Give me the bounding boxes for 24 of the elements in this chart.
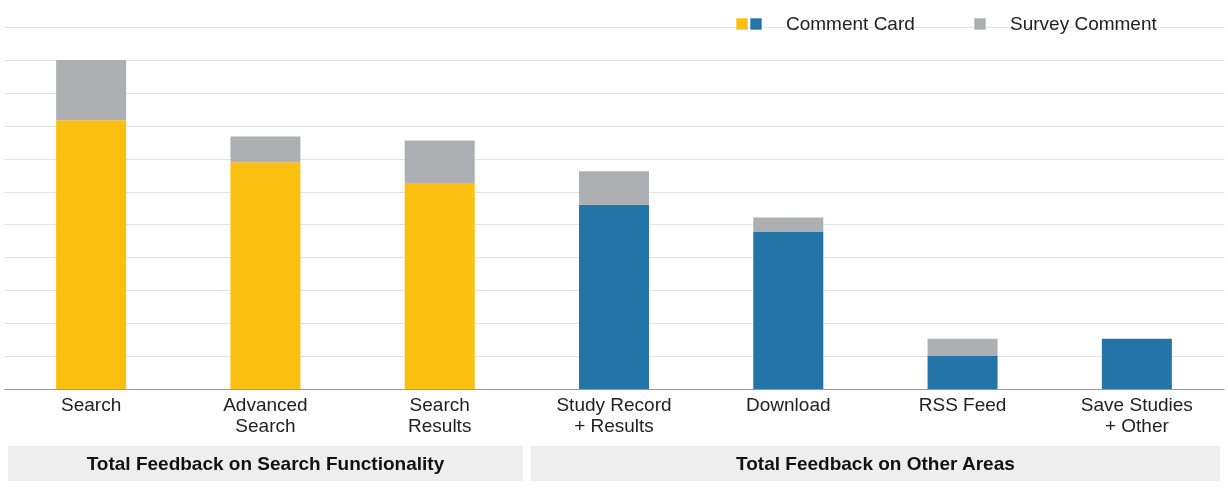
x-tick-label: Search Results: [408, 393, 472, 436]
x-tick-label: Study Record + Results: [556, 393, 672, 436]
bar: [230, 136, 301, 163]
bar: [404, 140, 475, 184]
bar: [927, 338, 998, 356]
x-tick-label: RSS Feed: [918, 393, 1007, 415]
legend-label: Survey Comment: [1010, 13, 1158, 34]
bar: [56, 120, 127, 389]
bar: [579, 171, 649, 205]
bar: [404, 183, 475, 389]
bar: [579, 204, 649, 389]
bar: [753, 217, 824, 232]
bar: [753, 231, 824, 389]
bar: [56, 59, 127, 121]
text: Total Feedback on Other Areas: [736, 453, 1015, 474]
x-tick-label: Search: [61, 393, 122, 415]
bar: [230, 162, 301, 389]
text: Total Feedback on Search Functionality: [86, 453, 445, 474]
x-tick-label: Save Studies + Other: [1080, 393, 1193, 436]
legend-label: Comment Card: [786, 13, 915, 34]
x-tick-label: Download: [746, 393, 831, 415]
x-tick-label: Advanced Search: [223, 393, 308, 436]
bar: [1101, 338, 1172, 389]
bar: [927, 355, 998, 389]
